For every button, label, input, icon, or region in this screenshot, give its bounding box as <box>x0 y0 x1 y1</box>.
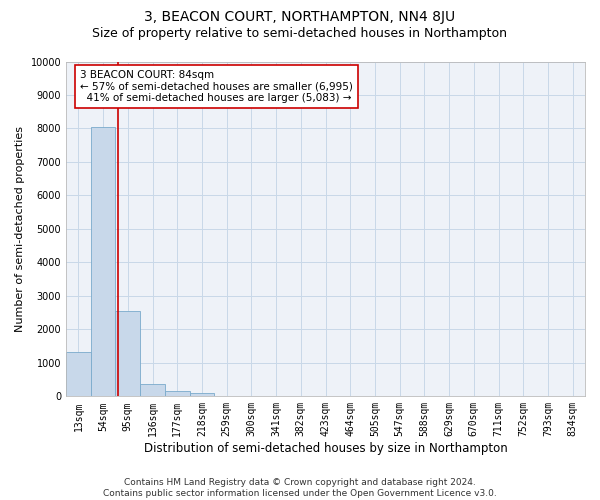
Bar <box>91 127 115 396</box>
Text: 3 BEACON COURT: 84sqm
← 57% of semi-detached houses are smaller (6,995)
  41% of: 3 BEACON COURT: 84sqm ← 57% of semi-deta… <box>80 70 353 103</box>
Text: 3, BEACON COURT, NORTHAMPTON, NN4 8JU: 3, BEACON COURT, NORTHAMPTON, NN4 8JU <box>145 10 455 24</box>
Y-axis label: Number of semi-detached properties: Number of semi-detached properties <box>15 126 25 332</box>
X-axis label: Distribution of semi-detached houses by size in Northampton: Distribution of semi-detached houses by … <box>143 442 508 455</box>
Bar <box>165 392 190 396</box>
Bar <box>115 312 140 396</box>
Bar <box>66 352 91 397</box>
Text: Contains HM Land Registry data © Crown copyright and database right 2024.
Contai: Contains HM Land Registry data © Crown c… <box>103 478 497 498</box>
Bar <box>140 384 165 396</box>
Bar <box>190 392 214 396</box>
Text: Size of property relative to semi-detached houses in Northampton: Size of property relative to semi-detach… <box>92 28 508 40</box>
